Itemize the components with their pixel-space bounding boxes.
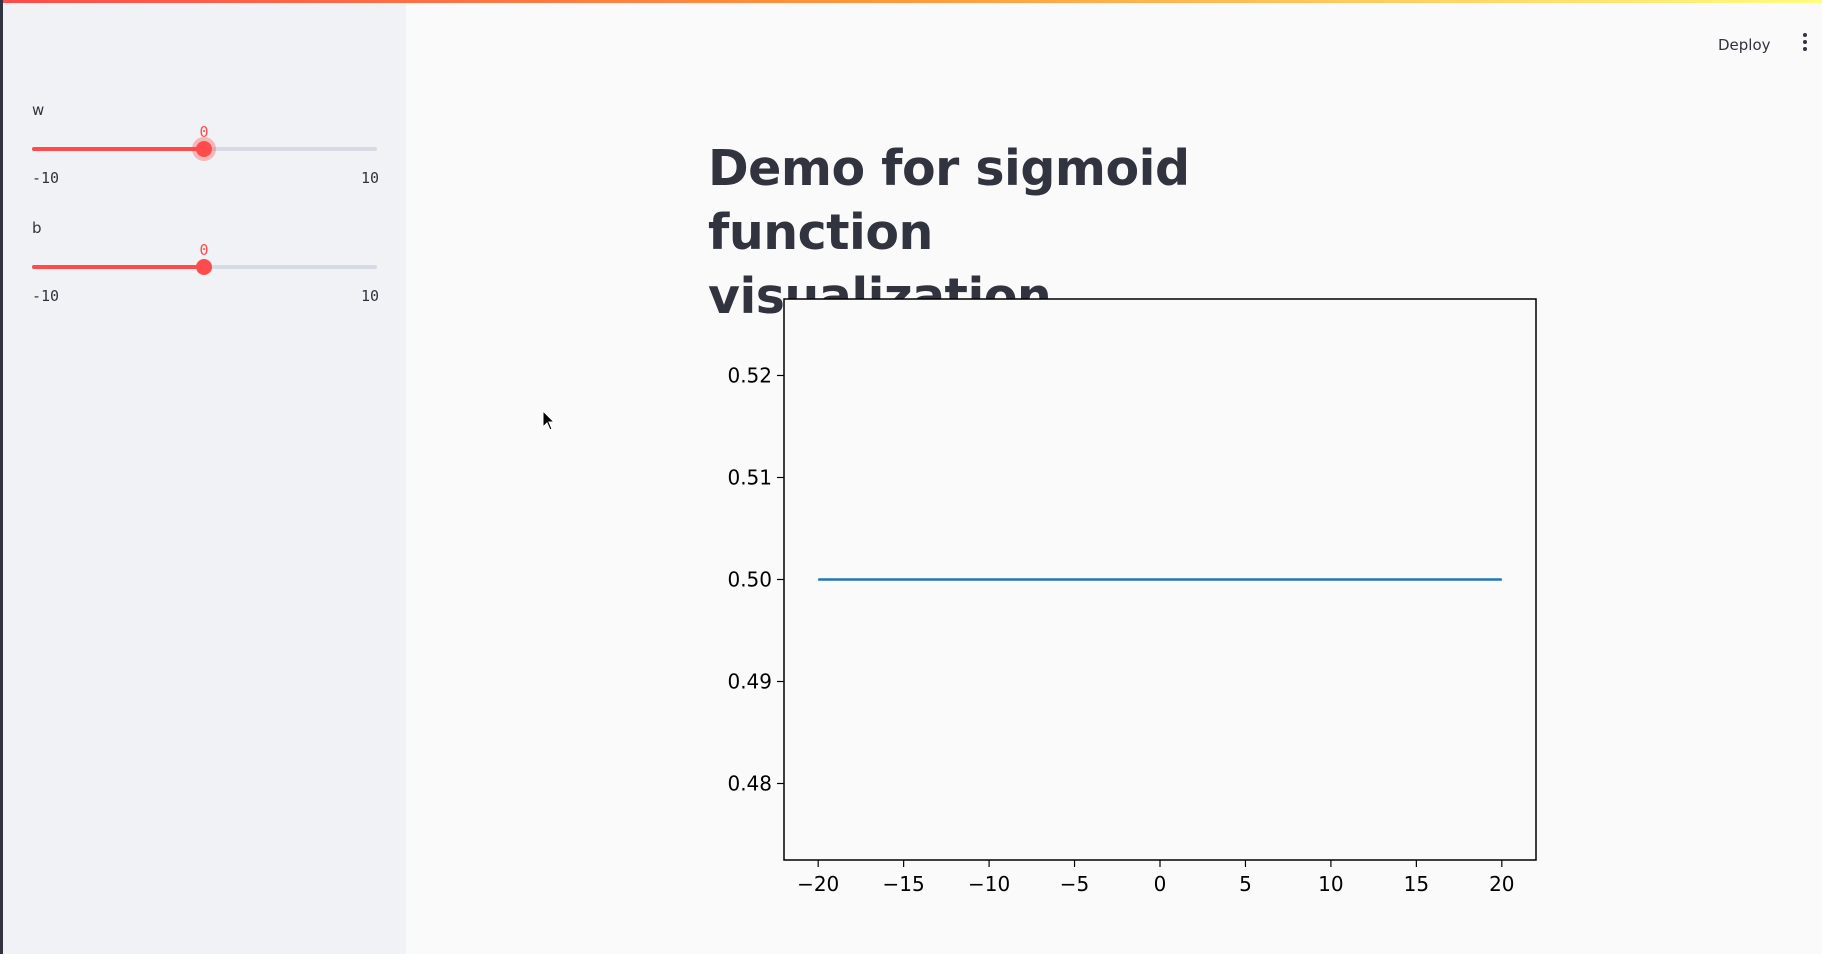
x-tick-label: −5 bbox=[1060, 872, 1089, 896]
y-tick-label: 0.51 bbox=[727, 466, 772, 490]
slider-w-thumb[interactable] bbox=[196, 141, 212, 157]
slider-b-min: -10 bbox=[32, 287, 60, 305]
slider-b-fill bbox=[32, 265, 204, 269]
y-tick-label: 0.50 bbox=[727, 568, 772, 592]
slider-w-max: 10 bbox=[360, 169, 379, 187]
y-tick-label: 0.49 bbox=[727, 670, 772, 694]
x-tick-label: −15 bbox=[883, 872, 925, 896]
sigmoid-chart: −20 −15 −10 −5 0 5 10 15 20 0.48 0.49 0.50 0.51 0.52 bbox=[727, 298, 1537, 896]
page-title: Demo for sigmoid function visualization. bbox=[708, 137, 1428, 329]
x-tick-label: 5 bbox=[1239, 872, 1252, 896]
x-tick-label: −10 bbox=[968, 872, 1010, 896]
y-tick-label: 0.48 bbox=[727, 772, 772, 796]
slider-b-label: b bbox=[32, 219, 42, 237]
top-accent-bar bbox=[0, 0, 1822, 3]
x-tick-label: 0 bbox=[1154, 872, 1167, 896]
slider-w-min: -10 bbox=[32, 169, 60, 187]
y-tick-label: 0.52 bbox=[727, 364, 772, 388]
x-tick-label: −20 bbox=[797, 872, 839, 896]
slider-w-label: w bbox=[32, 101, 45, 119]
x-tick-label: 10 bbox=[1318, 872, 1343, 896]
mouse-pointer-icon bbox=[542, 410, 556, 431]
kebab-menu-icon[interactable] bbox=[1801, 33, 1809, 53]
x-tick-label: 15 bbox=[1404, 872, 1429, 896]
window-edge bbox=[0, 0, 3, 954]
slider-w-value: 0 bbox=[199, 123, 209, 141]
slider-w-fill bbox=[32, 147, 204, 151]
x-tick-label: 20 bbox=[1489, 872, 1514, 896]
slider-b-max: 10 bbox=[360, 287, 379, 305]
page-title-line-1: Demo for sigmoid function bbox=[708, 140, 1190, 261]
deploy-button[interactable]: Deploy bbox=[1718, 36, 1771, 54]
slider-b-value: 0 bbox=[199, 241, 209, 259]
slider-b-thumb[interactable] bbox=[196, 259, 212, 275]
sidebar: w 0 -10 10 b 0 -10 10 bbox=[3, 3, 406, 954]
